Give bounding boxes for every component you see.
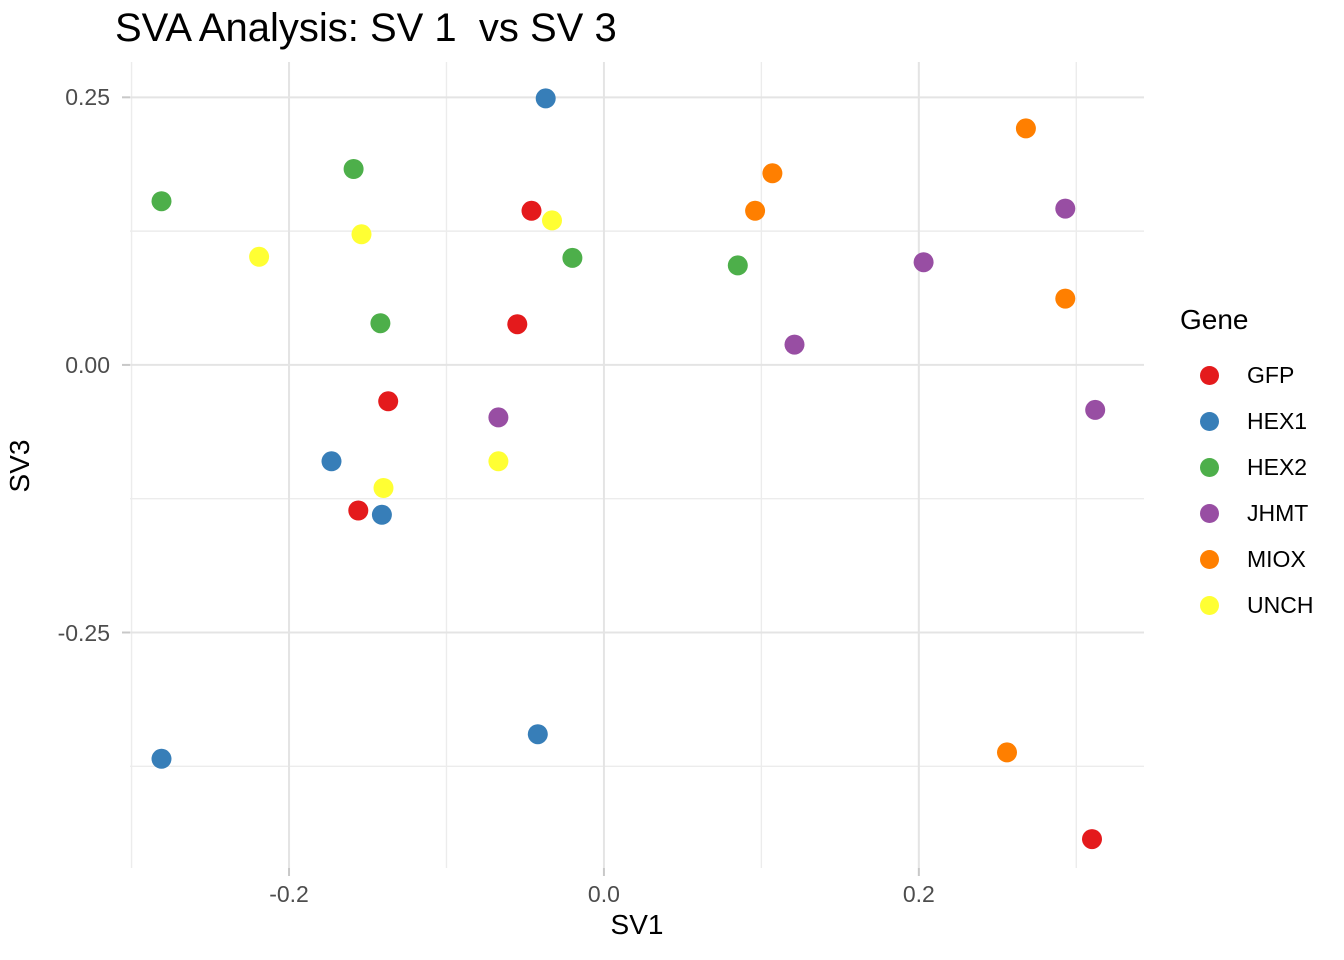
data-point-MIOX [745, 200, 766, 221]
y-tick-label: 0.00 [65, 351, 110, 378]
x-tick-label: -0.2 [269, 881, 309, 907]
data-point-GFP [507, 314, 528, 335]
x-tick-label: 0.0 [587, 881, 620, 907]
legend-label: GFP [1247, 361, 1295, 388]
legend-title: Gene [1180, 304, 1249, 335]
data-point-GFP [348, 500, 369, 521]
data-point-GFP [1082, 829, 1102, 850]
data-point-HEX1 [535, 88, 556, 109]
x-axis-title: SV1 [610, 909, 664, 940]
data-point-UNCH [488, 451, 509, 472]
data-point-GFP [521, 200, 542, 221]
data-point-UNCH [351, 224, 372, 245]
data-point-GFP [378, 391, 399, 412]
data-point-JHMT [913, 252, 934, 273]
data-point-HEX2 [370, 313, 391, 334]
data-point-JHMT [1055, 198, 1076, 219]
plot-title: SVA Analysis: SV 1 vs SV 3 [115, 6, 617, 50]
data-point-HEX1 [371, 504, 392, 525]
legend-item-UNCH: UNCH [1180, 582, 1344, 628]
x-tick-label: 0.2 [902, 881, 935, 907]
data-point-HEX2 [343, 159, 364, 179]
legend-swatch-icon [1200, 411, 1219, 431]
legend-label: MIOX [1247, 545, 1306, 572]
legend-item-MIOX: MIOX [1180, 536, 1344, 582]
legend-items: GFP HEX1 HEX2 JHMT MIOX UNCH [1180, 352, 1344, 628]
y-axis-title: SV3 [4, 439, 35, 493]
data-point-HEX2 [562, 247, 583, 268]
data-point-MIOX [1055, 288, 1076, 309]
data-point-HEX1 [527, 724, 548, 745]
data-point-JHMT [1085, 399, 1106, 420]
data-point-MIOX [762, 163, 783, 184]
legend-label: JHMT [1247, 499, 1309, 526]
data-point-JHMT [784, 334, 805, 355]
data-point-HEX1 [321, 451, 342, 472]
data-point-HEX2 [151, 191, 172, 212]
legend-swatch-icon [1200, 457, 1219, 477]
y-tick-label: 0.25 [65, 84, 110, 111]
legend-label: HEX2 [1247, 453, 1308, 480]
legend-item-JHMT: JHMT [1180, 490, 1344, 536]
legend-swatch-icon [1200, 503, 1219, 523]
data-point-UNCH [373, 478, 394, 498]
legend-swatch-icon [1200, 365, 1219, 385]
legend-label: HEX1 [1247, 407, 1308, 434]
y-tick-label: -0.25 [57, 619, 110, 646]
data-point-UNCH [542, 210, 562, 231]
legend-swatch-icon [1200, 595, 1219, 615]
legend-item-HEX1: HEX1 [1180, 398, 1344, 444]
legend-label: UNCH [1247, 591, 1314, 618]
data-point-HEX2 [727, 255, 748, 276]
legend-swatch-icon [1200, 549, 1219, 569]
data-point-JHMT [488, 407, 509, 428]
data-point-MIOX [997, 742, 1017, 763]
legend-item-HEX2: HEX2 [1180, 444, 1344, 490]
legend: Gene GFP HEX1 HEX2 JHMT MIOX UNCH [1180, 302, 1344, 628]
data-point-UNCH [249, 246, 270, 267]
data-point-HEX1 [151, 748, 172, 769]
data-point-MIOX [1015, 118, 1036, 139]
legend-item-GFP: GFP [1180, 352, 1344, 398]
